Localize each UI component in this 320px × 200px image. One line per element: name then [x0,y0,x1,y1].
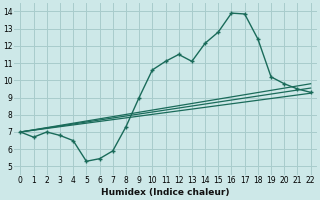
X-axis label: Humidex (Indice chaleur): Humidex (Indice chaleur) [101,188,230,197]
